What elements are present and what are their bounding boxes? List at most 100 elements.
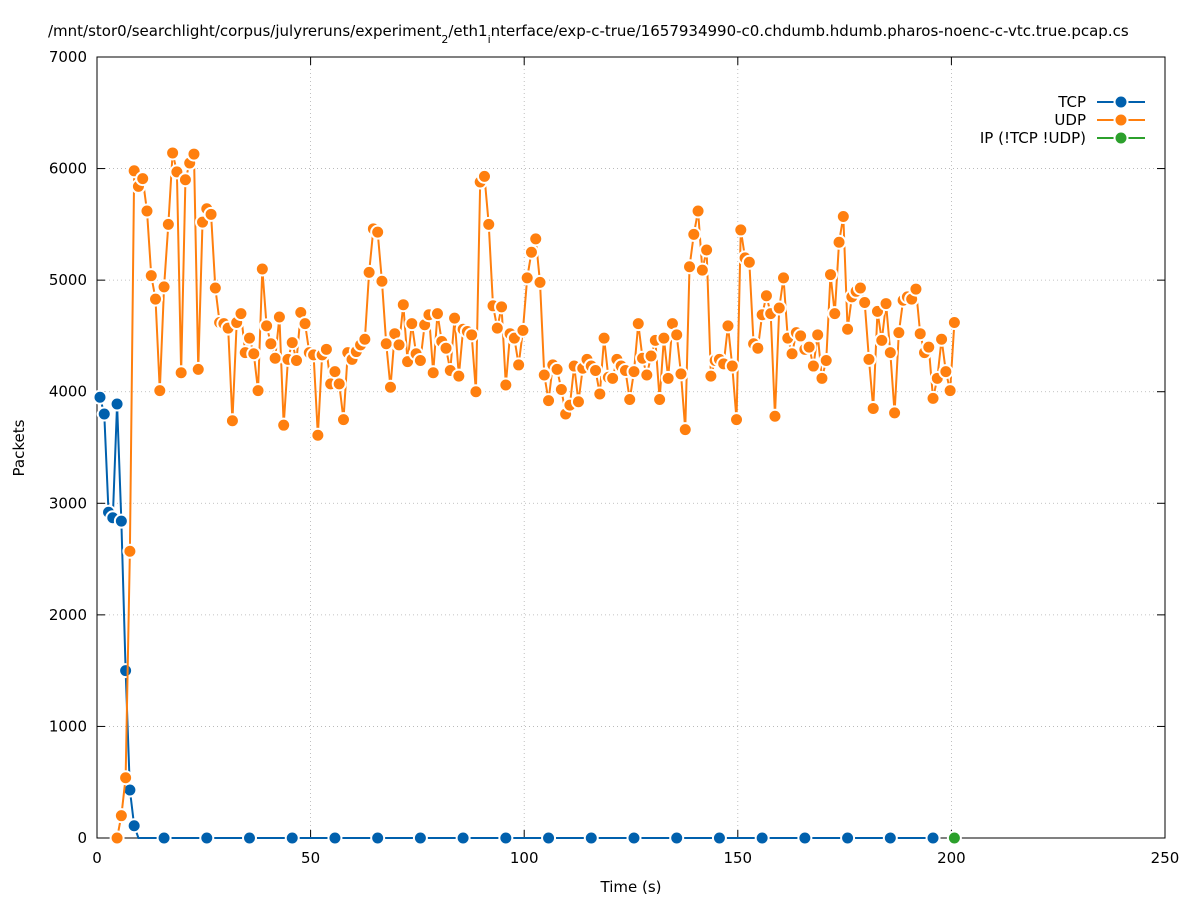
data-point <box>925 830 941 846</box>
data-point <box>541 393 557 409</box>
data-point <box>464 327 480 343</box>
data-point <box>109 396 125 412</box>
data-point <box>588 363 604 379</box>
data-point <box>511 357 527 373</box>
data-point <box>276 417 292 433</box>
plot-border <box>96 56 1166 839</box>
data-point <box>711 830 727 846</box>
data-point <box>455 830 471 846</box>
data-point <box>626 364 642 380</box>
data-point <box>113 513 129 529</box>
data-point <box>605 370 621 386</box>
data-point <box>643 348 659 364</box>
data-point <box>750 340 766 356</box>
plot-area <box>92 145 962 846</box>
data-point <box>327 364 343 380</box>
data-point <box>677 422 693 438</box>
data-point <box>912 326 928 342</box>
data-point <box>784 346 800 362</box>
data-point <box>310 427 326 443</box>
legend-marker <box>1113 112 1129 128</box>
data-point <box>96 406 112 422</box>
data-point <box>891 325 907 341</box>
data-point <box>767 408 783 424</box>
data-point <box>246 346 262 362</box>
data-point <box>690 203 706 219</box>
data-point <box>669 327 685 343</box>
data-point <box>703 368 719 384</box>
data-point <box>451 368 467 384</box>
data-point <box>622 392 638 408</box>
legend-marker <box>1113 94 1129 110</box>
data-point <box>254 261 270 277</box>
data-point <box>118 663 134 679</box>
data-point <box>242 830 258 846</box>
data-point <box>156 830 172 846</box>
title-subscript: i <box>488 33 491 46</box>
data-point <box>391 337 407 353</box>
data-point <box>660 370 676 386</box>
series-line <box>99 397 938 839</box>
data-point <box>148 291 164 307</box>
x-tick-label: 50 <box>301 849 320 867</box>
data-point <box>165 145 181 161</box>
data-point <box>173 365 189 381</box>
data-point <box>199 830 215 846</box>
data-point <box>156 279 172 295</box>
title-part: /mnt/stor0/searchlight/corpus/julyreruns… <box>48 22 441 40</box>
data-point <box>720 318 736 334</box>
data-point <box>758 288 774 304</box>
title-part: /eth1 <box>448 22 487 40</box>
data-point <box>523 244 539 260</box>
y-axis-label: Packets <box>10 419 28 476</box>
data-point <box>669 830 685 846</box>
data-point <box>861 351 877 367</box>
data-point <box>113 808 129 824</box>
data-point <box>327 830 343 846</box>
data-point <box>412 830 428 846</box>
data-point <box>370 224 386 240</box>
data-point <box>135 171 151 187</box>
data-point <box>857 294 873 310</box>
data-point <box>438 340 454 356</box>
data-point <box>118 770 134 786</box>
data-point <box>109 830 125 846</box>
data-point <box>143 268 159 284</box>
data-point <box>335 412 351 428</box>
data-point <box>801 339 817 355</box>
data-point <box>528 231 544 247</box>
data-point <box>934 331 950 347</box>
data-point <box>207 280 223 296</box>
data-point <box>515 322 531 338</box>
data-point <box>160 216 176 232</box>
data-point <box>865 400 881 416</box>
data-point <box>412 352 428 368</box>
data-point <box>190 361 206 377</box>
data-point <box>570 394 586 410</box>
data-point <box>494 299 510 315</box>
data-point <box>733 222 749 238</box>
x-axis-label: Time (s) <box>600 878 662 896</box>
x-tick-label: 100 <box>510 849 539 867</box>
data-point <box>793 328 809 344</box>
x-tick-label: 150 <box>723 849 752 867</box>
data-point <box>724 358 740 374</box>
data-point <box>874 332 890 348</box>
data-point <box>404 316 420 332</box>
legend-label: IP (!TCP !UDP) <box>980 129 1086 147</box>
legend-label: UDP <box>1054 111 1086 129</box>
data-point <box>374 273 390 289</box>
data-point <box>827 306 843 322</box>
data-point <box>652 392 668 408</box>
y-tick-label: 5000 <box>49 271 87 289</box>
data-point <box>139 203 155 219</box>
data-point <box>532 274 548 290</box>
data-point <box>357 331 373 347</box>
data-point <box>242 330 258 346</box>
data-point <box>776 270 792 286</box>
data-point <box>639 367 655 383</box>
data-point <box>177 172 193 188</box>
data-point <box>250 383 266 399</box>
